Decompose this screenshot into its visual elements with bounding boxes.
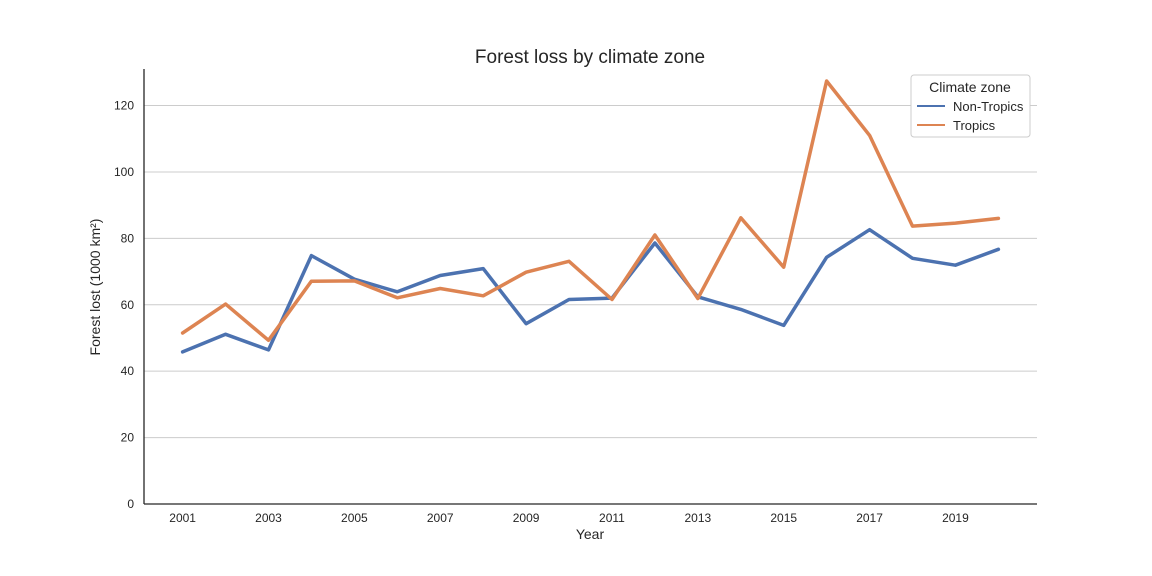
y-tick-labels: 0 20 40 60 80 100 120 [114, 99, 134, 511]
y-axis-label: Forest lost (1000 km²) [87, 219, 103, 356]
y-tick-label: 0 [127, 497, 134, 511]
y-tick-label: 40 [121, 364, 135, 378]
x-tick-label: 2011 [599, 511, 625, 525]
x-tick-label: 2017 [856, 511, 883, 525]
x-tick-label: 2013 [684, 511, 711, 525]
x-axis-label: Year [576, 526, 605, 542]
y-tick-label: 20 [121, 431, 135, 445]
gridlines [144, 105, 1037, 439]
x-tick-label: 2005 [341, 511, 368, 525]
x-tick-labels: 2001 2003 2005 2007 2009 2011 2013 2015 2017 2019 [169, 511, 969, 525]
legend: Climate zone Non-Tropics Tropics [910, 74, 1031, 138]
axes [143, 69, 1037, 505]
y-tick-label: 120 [114, 99, 134, 113]
x-tick-label: 2007 [427, 511, 454, 525]
y-tick-label: 80 [121, 231, 135, 245]
series-lines [180, 79, 1001, 354]
x-tick-label: 2015 [770, 511, 797, 525]
x-tick-label: 2003 [255, 511, 282, 525]
y-tick-label: 100 [114, 165, 134, 179]
x-tick-label: 2001 [169, 511, 196, 525]
legend-label-tropics: Tropics [953, 118, 996, 133]
series-line-non-tropics [180, 227, 1001, 354]
x-tick-label: 2009 [513, 511, 540, 525]
legend-box [910, 74, 1031, 138]
legend-label-non-tropics: Non-Tropics [953, 99, 1024, 114]
chart-title: Forest loss by climate zone [475, 47, 705, 68]
y-tick-label: 60 [121, 298, 135, 312]
x-tick-label: 2019 [942, 511, 969, 525]
series-line-tropics [180, 79, 1001, 343]
legend-title: Climate zone [929, 79, 1011, 95]
